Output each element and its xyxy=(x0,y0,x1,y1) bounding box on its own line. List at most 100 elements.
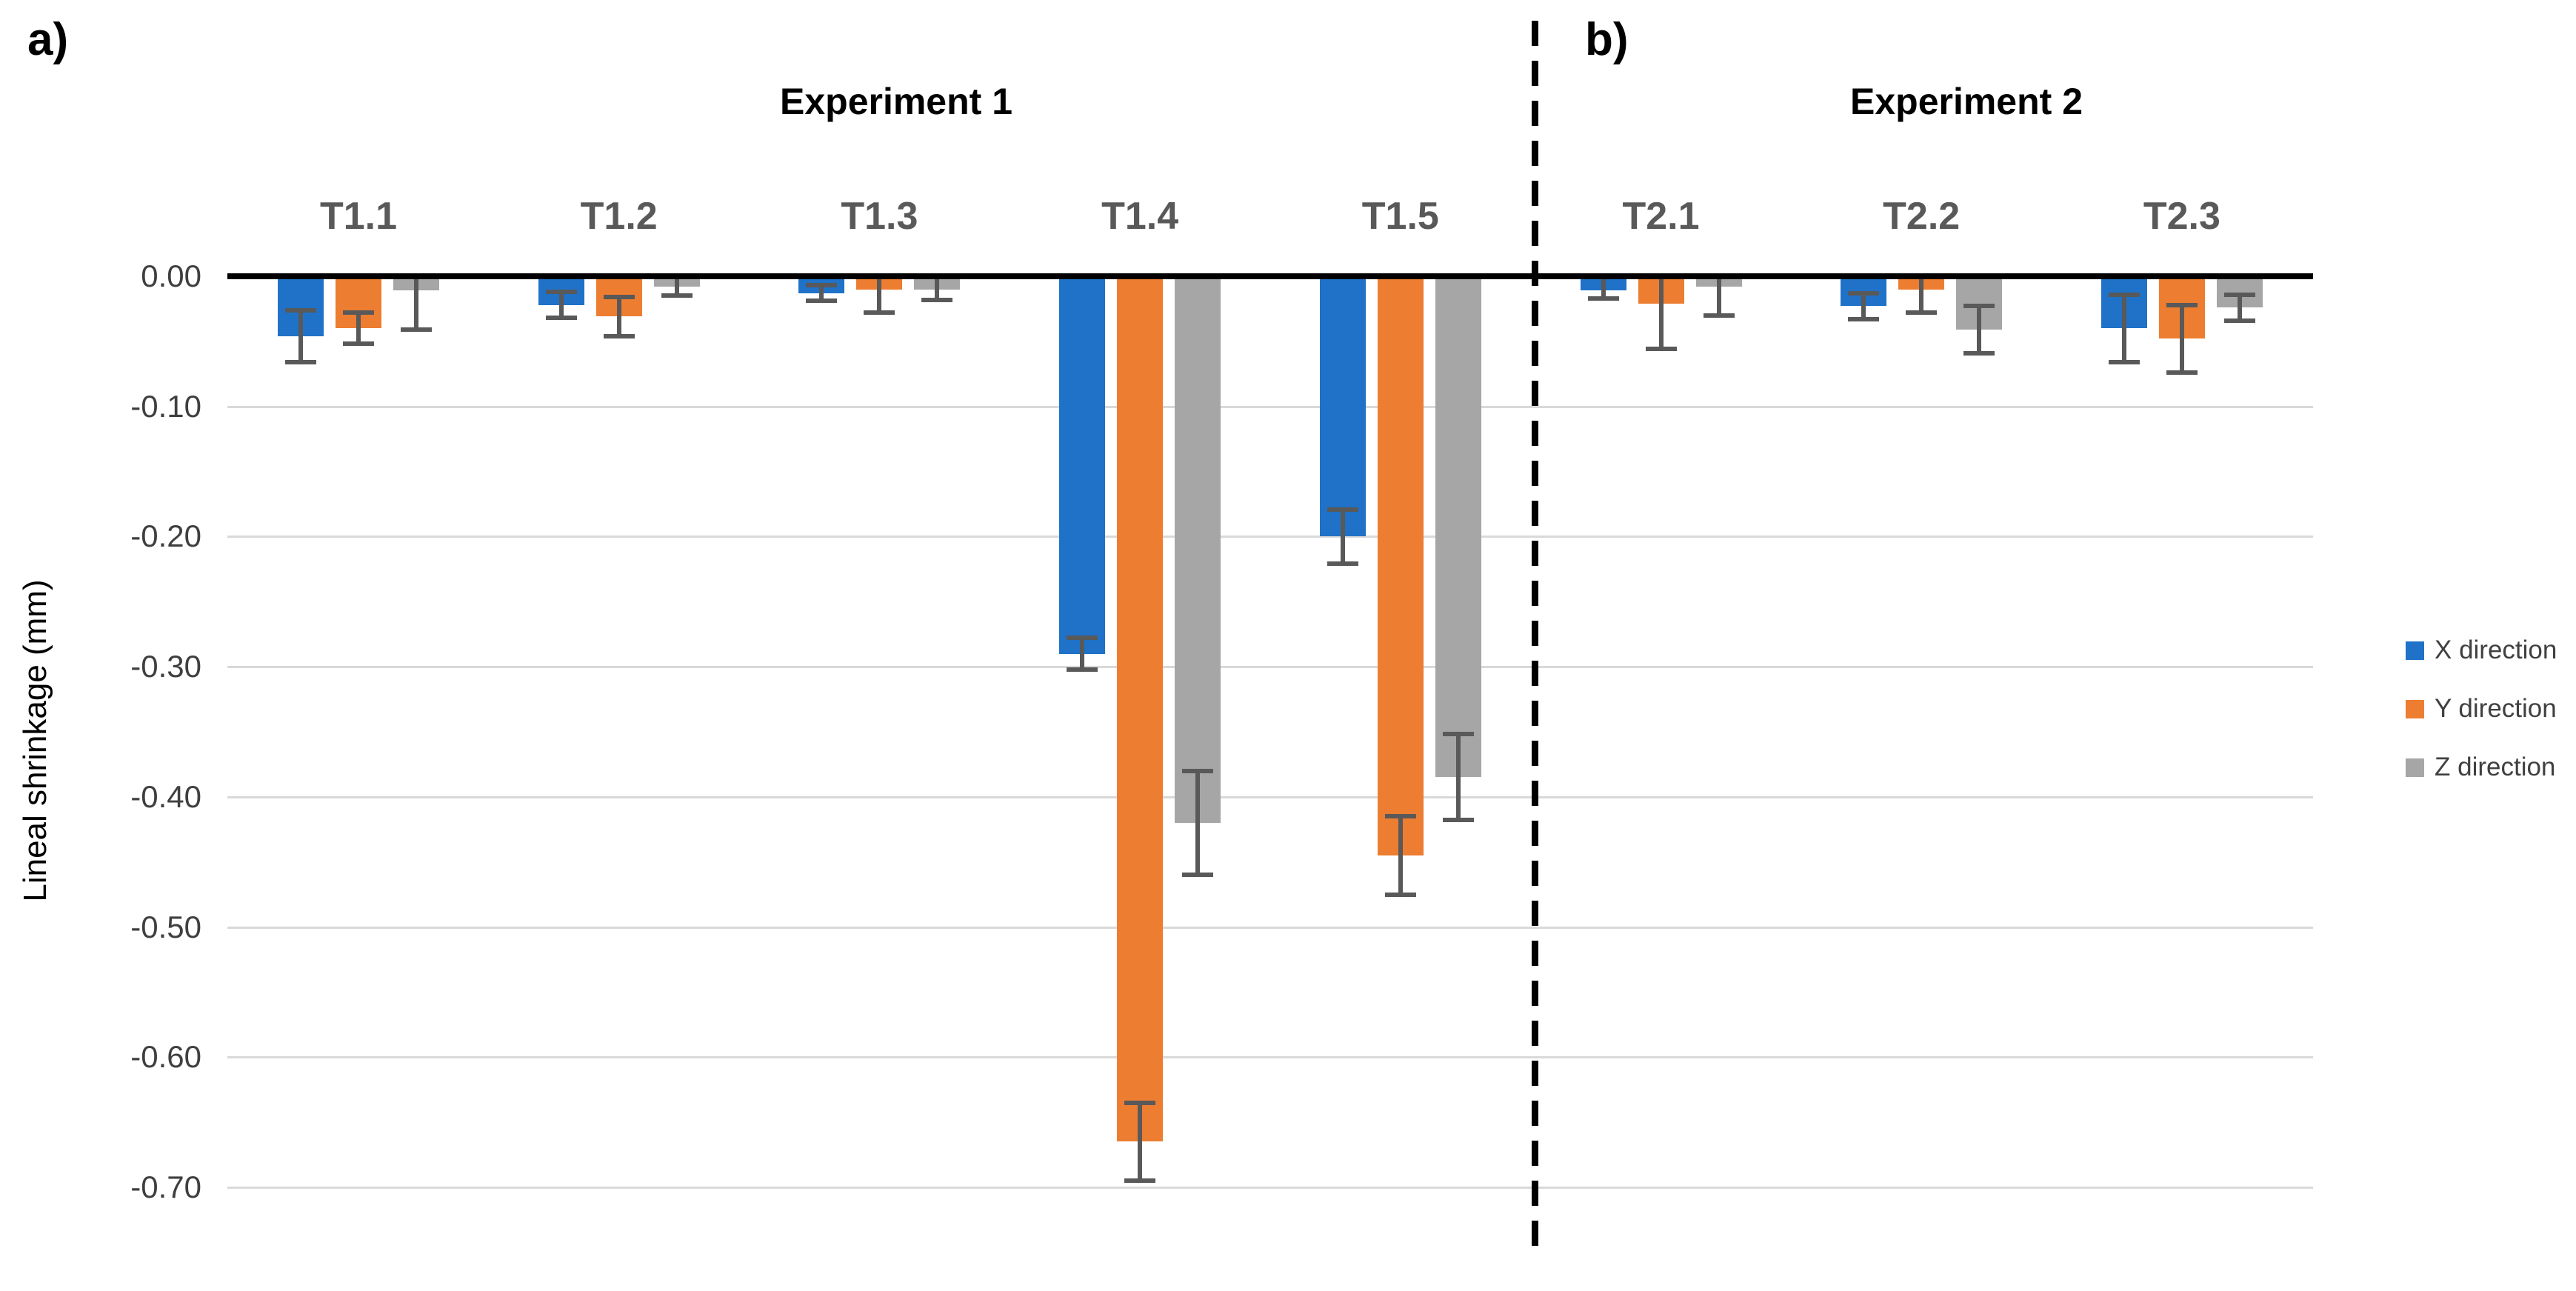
error-cap-top xyxy=(1182,768,1214,773)
error-cap-bottom xyxy=(1645,347,1677,352)
error-bar-T1.4-y-direction xyxy=(1138,1102,1143,1181)
error-bar-T1.5-y-direction xyxy=(1398,816,1403,895)
error-cap-top xyxy=(1327,507,1358,512)
error-bar-T1.2-z-direction xyxy=(674,279,679,296)
group-label-T2.1: T2.1 xyxy=(1622,195,1700,238)
group-label-T1.2: T1.2 xyxy=(580,195,658,238)
error-bar-T1.4-x-direction xyxy=(1080,638,1085,670)
error-cap-top xyxy=(1963,304,1995,309)
error-cap-bottom xyxy=(1442,818,1474,823)
group-label-T2.3: T2.3 xyxy=(2143,195,2220,238)
x-direction-swatch xyxy=(2406,641,2424,660)
error-bar-T1.3-y-direction xyxy=(877,279,882,313)
error-cap-bottom xyxy=(603,333,635,338)
y-tick-label: -0.60 xyxy=(130,1039,201,1075)
gridline xyxy=(227,926,2313,929)
error-bar-T2.1-y-direction xyxy=(1658,279,1664,350)
error-bar-T2.2-z-direction xyxy=(1977,306,1982,353)
y-tick-label: -0.30 xyxy=(130,649,201,684)
error-cap-bottom xyxy=(2223,318,2255,323)
error-cap-bottom xyxy=(285,359,316,364)
panel-b-title: Experiment 2 xyxy=(1849,81,2083,122)
error-bar-T1.1-y-direction xyxy=(356,313,361,344)
error-cap-top xyxy=(1067,636,1098,641)
bar-T1.5-z-direction xyxy=(1435,279,1481,778)
error-bar-T2.1-z-direction xyxy=(1716,279,1721,316)
gridline xyxy=(227,666,2313,669)
y-tick-label: -0.50 xyxy=(130,909,201,944)
error-cap-bottom xyxy=(1124,1178,1156,1184)
error-bar-T1.2-y-direction xyxy=(616,297,621,336)
error-cap-top xyxy=(1124,1100,1156,1105)
error-cap-bottom xyxy=(545,316,577,321)
error-cap-top xyxy=(285,307,316,313)
panel-divider-dashed-line xyxy=(1532,21,1538,1259)
error-bar-T2.3-x-direction xyxy=(2121,294,2126,362)
error-cap-bottom xyxy=(2108,359,2140,364)
legend-label-x: X direction xyxy=(2435,636,2557,664)
error-bar-T1.1-z-direction xyxy=(414,279,418,330)
gridline xyxy=(227,795,2313,798)
error-bar-T1.1-x-direction xyxy=(298,310,303,362)
error-cap-top xyxy=(603,295,635,300)
error-cap-bottom xyxy=(1587,296,1619,301)
group-label-T1.3: T1.3 xyxy=(841,195,918,238)
error-cap-bottom xyxy=(2166,370,2198,376)
bar-T1.5-y-direction xyxy=(1377,279,1424,855)
z-direction-swatch xyxy=(2406,758,2424,777)
error-cap-bottom xyxy=(1906,310,1938,316)
error-cap-bottom xyxy=(1182,873,1214,878)
error-bar-T2.3-z-direction xyxy=(2237,294,2242,321)
legend: X direction Y direction Z direction xyxy=(2406,636,2557,782)
panel-a-title: Experiment 1 xyxy=(779,81,1013,122)
bar-T1.4-x-direction xyxy=(1059,279,1106,654)
error-cap-bottom xyxy=(864,310,895,316)
error-bar-T2.2-y-direction xyxy=(1919,279,1924,313)
error-bar-T1.2-x-direction xyxy=(558,292,564,318)
error-cap-top xyxy=(1384,814,1416,819)
error-cap-top xyxy=(545,290,577,295)
gridline xyxy=(227,1056,2313,1059)
error-cap-top xyxy=(1848,290,1880,296)
error-cap-top xyxy=(2166,302,2198,307)
error-cap-bottom xyxy=(661,293,693,298)
y-tick-label: -0.20 xyxy=(130,518,201,554)
error-cap-top xyxy=(2108,292,2140,297)
legend-row-x: X direction xyxy=(2406,636,2557,665)
y-tick-label: -0.10 xyxy=(130,388,201,424)
error-cap-top xyxy=(1442,732,1474,737)
legend-row-z: Z direction xyxy=(2406,753,2557,782)
error-bar-T2.3-y-direction xyxy=(2179,304,2184,373)
error-cap-top xyxy=(2223,292,2255,297)
error-cap-bottom xyxy=(1384,892,1416,897)
error-cap-bottom xyxy=(343,341,374,347)
legend-label-z: Z direction xyxy=(2435,753,2556,781)
error-bar-T1.5-z-direction xyxy=(1455,734,1461,821)
legend-label-y: Y direction xyxy=(2435,694,2557,723)
gridline xyxy=(227,405,2313,408)
bar-T1.5-x-direction xyxy=(1319,279,1366,537)
x-axis-line xyxy=(227,273,2313,279)
gridline xyxy=(227,1186,2313,1189)
error-cap-bottom xyxy=(401,327,432,333)
error-bar-T2.1-x-direction xyxy=(1601,279,1606,298)
group-label-T1.5: T1.5 xyxy=(1361,195,1439,238)
error-cap-bottom xyxy=(1703,313,1735,318)
error-cap-bottom xyxy=(921,297,953,302)
error-cap-bottom xyxy=(1067,667,1098,672)
legend-row-y: Y direction xyxy=(2406,694,2557,724)
error-bar-T1.3-z-direction xyxy=(935,279,940,300)
error-cap-bottom xyxy=(1327,561,1358,567)
y-tick-label: -0.40 xyxy=(130,778,201,814)
bar-T1.4-z-direction xyxy=(1175,279,1221,823)
y-tick-label: -0.70 xyxy=(130,1169,201,1204)
error-bar-T1.3-x-direction xyxy=(819,285,824,301)
gridline xyxy=(227,536,2313,538)
panel-b-label: b) xyxy=(1585,14,1629,65)
error-cap-bottom xyxy=(1963,350,1995,356)
error-bar-T2.2-x-direction xyxy=(1861,293,1866,319)
error-cap-top xyxy=(343,310,374,316)
error-cap-bottom xyxy=(806,298,838,304)
